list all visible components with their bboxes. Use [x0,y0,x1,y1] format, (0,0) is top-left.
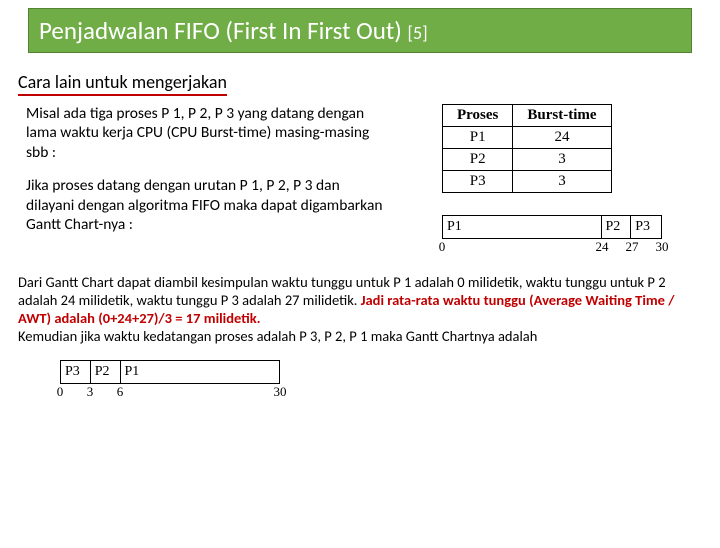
gantt-segment: P3 [61,361,91,383]
gantt-segment: P1 [121,361,279,383]
gantt-segment: P2 [602,216,632,238]
gantt-tick: 3 [87,384,94,400]
paragraph-2: Jika proses datang dengan urutan P 1, P … [26,176,386,234]
table-cell: P3 [443,171,513,193]
table-header: Proses [443,105,513,127]
gantt-chart-1: P1P2P3 0 24 27 30 [442,215,702,255]
gantt-segment: P2 [91,361,121,383]
table-cell: P1 [443,127,513,149]
title-ref: [5] [407,22,427,44]
table-cell: 3 [513,171,611,193]
conclusion-text: Dari Gantt Chart dapat diambil kesimpula… [18,273,702,346]
burst-time-table: ProsesBurst-time P124P23P33 [442,104,612,193]
gantt-segment: P3 [631,216,661,238]
conclusion-post: Kemudian jika waktu kedatangan proses ad… [18,327,537,345]
title-text: Penjadwalan FIFO (First In First Out) [39,15,402,46]
gantt-tick: 30 [274,384,287,400]
table-row: P33 [443,171,612,193]
gantt-segment: P1 [443,216,602,238]
table-cell: P2 [443,149,513,171]
gantt-tick: 0 [57,384,64,400]
table-cell: 3 [513,149,611,171]
gantt-tick: 27 [626,239,639,255]
gantt-chart-2: P3P2P1 0 3 6 30 [60,360,300,400]
table-row: P23 [443,149,612,171]
table-cell: 24 [513,127,611,149]
gantt-tick: 0 [439,239,446,255]
paragraph-1: Misal ada tiga proses P 1, P 2, P 3 yang… [26,104,386,162]
slide-title: Penjadwalan FIFO (First In First Out) [5… [28,8,692,53]
table-header: Burst-time [513,105,611,127]
gantt-tick: 24 [596,239,609,255]
gantt-tick: 30 [656,239,669,255]
subtitle: Cara lain untuk mengerjakan [18,71,227,96]
gantt-tick: 6 [117,384,124,400]
table-row: P124 [443,127,612,149]
